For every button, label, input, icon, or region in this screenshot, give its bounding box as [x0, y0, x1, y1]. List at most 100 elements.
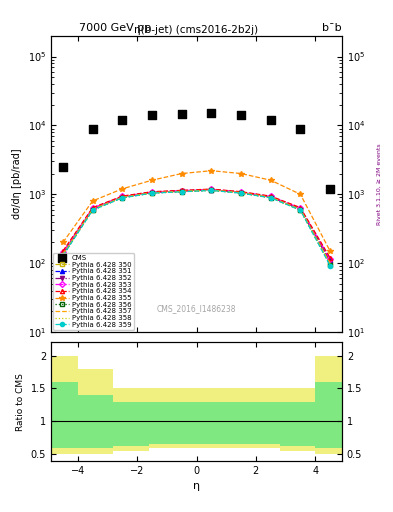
Pythia 6.428 356 [209, 187, 214, 194]
Pythia 6.428 354 [179, 187, 184, 194]
CMS [208, 109, 215, 117]
Pythia 6.428 351 [120, 194, 125, 200]
Pythia 6.428 354 [61, 248, 65, 254]
CMS [327, 185, 333, 193]
Pythia 6.428 359 [179, 189, 184, 195]
Pythia 6.428 358 [268, 195, 273, 201]
Pythia 6.428 357 [298, 206, 303, 212]
Legend: CMS, Pythia 6.428 350, Pythia 6.428 351, Pythia 6.428 352, Pythia 6.428 353, Pyt: CMS, Pythia 6.428 350, Pythia 6.428 351,… [53, 253, 134, 330]
Pythia 6.428 354 [298, 205, 303, 211]
Pythia 6.428 358 [120, 195, 125, 201]
Pythia 6.428 357 [268, 194, 273, 200]
Line: Pythia 6.428 351: Pythia 6.428 351 [61, 187, 332, 262]
Pythia 6.428 350 [328, 260, 332, 266]
Pythia 6.428 356 [179, 188, 184, 195]
Pythia 6.428 356 [150, 190, 154, 196]
Pythia 6.428 355 [328, 248, 332, 254]
Pythia 6.428 353 [328, 256, 332, 262]
Pythia 6.428 353 [268, 194, 273, 200]
Pythia 6.428 354 [90, 205, 95, 211]
Pythia 6.428 354 [328, 254, 332, 261]
Pythia 6.428 353 [120, 194, 125, 200]
Pythia 6.428 352 [328, 259, 332, 265]
Pythia 6.428 359 [268, 195, 273, 201]
Text: b¯b: b¯b [322, 23, 342, 33]
Pythia 6.428 351 [209, 186, 214, 193]
Pythia 6.428 353 [90, 205, 95, 211]
Pythia 6.428 356 [328, 262, 332, 268]
Pythia 6.428 352 [209, 187, 214, 193]
Pythia 6.428 356 [239, 190, 243, 196]
Text: CMS_2016_I1486238: CMS_2016_I1486238 [157, 304, 236, 313]
Pythia 6.428 353 [239, 189, 243, 195]
Pythia 6.428 352 [150, 189, 154, 196]
Pythia 6.428 354 [268, 193, 273, 199]
Line: Pythia 6.428 357: Pythia 6.428 357 [63, 190, 330, 263]
Pythia 6.428 352 [239, 189, 243, 196]
CMS [178, 110, 185, 118]
Pythia 6.428 350 [179, 188, 184, 195]
Pythia 6.428 358 [179, 188, 184, 195]
Pythia 6.428 350 [239, 190, 243, 196]
Pythia 6.428 350 [209, 187, 214, 193]
Pythia 6.428 359 [328, 263, 332, 269]
Pythia 6.428 357 [61, 251, 65, 257]
Line: Pythia 6.428 354: Pythia 6.428 354 [61, 187, 332, 260]
Pythia 6.428 357 [179, 188, 184, 195]
Pythia 6.428 353 [179, 187, 184, 194]
Pythia 6.428 358 [239, 190, 243, 196]
Pythia 6.428 357 [209, 187, 214, 193]
Pythia 6.428 358 [328, 261, 332, 267]
Pythia 6.428 359 [90, 207, 95, 213]
Pythia 6.428 354 [209, 186, 214, 192]
Pythia 6.428 350 [61, 252, 65, 259]
CMS [268, 116, 274, 124]
Line: Pythia 6.428 359: Pythia 6.428 359 [61, 188, 332, 268]
Pythia 6.428 358 [61, 252, 65, 258]
Title: η(b-jet) (cms2016-2b2j): η(b-jet) (cms2016-2b2j) [134, 25, 259, 35]
Pythia 6.428 355 [61, 239, 65, 245]
Pythia 6.428 358 [298, 206, 303, 212]
Pythia 6.428 356 [61, 252, 65, 259]
Pythia 6.428 355 [179, 170, 184, 177]
Pythia 6.428 350 [90, 206, 95, 212]
Pythia 6.428 350 [120, 195, 125, 201]
Pythia 6.428 357 [150, 189, 154, 196]
Pythia 6.428 357 [90, 206, 95, 212]
Pythia 6.428 355 [150, 177, 154, 183]
Line: Pythia 6.428 355: Pythia 6.428 355 [60, 168, 333, 254]
Pythia 6.428 351 [90, 205, 95, 211]
Pythia 6.428 351 [268, 194, 273, 200]
Pythia 6.428 353 [298, 205, 303, 211]
Pythia 6.428 359 [61, 253, 65, 259]
Line: Pythia 6.428 353: Pythia 6.428 353 [61, 187, 332, 261]
Pythia 6.428 353 [209, 186, 214, 193]
Pythia 6.428 352 [298, 206, 303, 212]
Pythia 6.428 358 [209, 187, 214, 193]
Pythia 6.428 351 [298, 205, 303, 211]
CMS [60, 163, 66, 171]
Pythia 6.428 356 [120, 195, 125, 201]
Line: Pythia 6.428 352: Pythia 6.428 352 [61, 188, 332, 264]
Pythia 6.428 358 [150, 190, 154, 196]
Pythia 6.428 352 [179, 188, 184, 194]
Pythia 6.428 355 [268, 177, 273, 183]
Pythia 6.428 357 [328, 260, 332, 266]
Pythia 6.428 351 [328, 257, 332, 263]
CMS [297, 124, 303, 133]
Pythia 6.428 359 [239, 190, 243, 196]
Pythia 6.428 353 [150, 189, 154, 195]
CMS [90, 124, 96, 133]
Pythia 6.428 357 [120, 194, 125, 200]
Pythia 6.428 355 [120, 186, 125, 192]
X-axis label: η: η [193, 481, 200, 491]
Pythia 6.428 354 [150, 188, 154, 195]
Pythia 6.428 352 [90, 206, 95, 212]
Pythia 6.428 355 [90, 198, 95, 204]
Pythia 6.428 352 [268, 194, 273, 200]
Pythia 6.428 351 [150, 189, 154, 195]
Pythia 6.428 357 [239, 189, 243, 196]
Pythia 6.428 355 [298, 191, 303, 197]
Y-axis label: Ratio to CMS: Ratio to CMS [16, 373, 25, 431]
Pythia 6.428 356 [90, 207, 95, 213]
